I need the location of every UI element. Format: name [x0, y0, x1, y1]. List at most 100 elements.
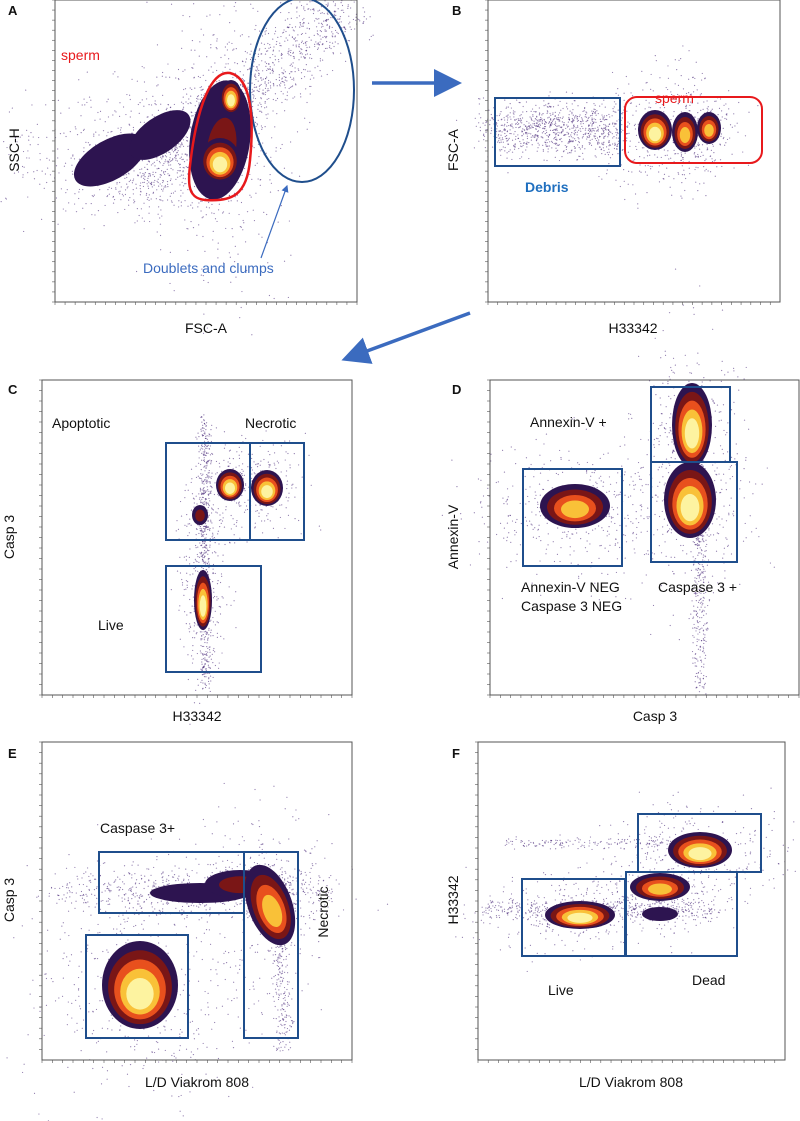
event-dot	[480, 117, 482, 119]
event-dot	[81, 104, 83, 106]
event-dot	[593, 121, 595, 123]
event-dot	[274, 55, 276, 57]
event-dot	[119, 181, 121, 184]
event-dot	[203, 546, 205, 548]
event-dot	[685, 104, 687, 107]
event-dot	[328, 47, 331, 49]
event-dot	[219, 613, 222, 615]
event-dot	[156, 231, 158, 233]
event-dot	[258, 49, 260, 51]
event-dot	[606, 118, 608, 121]
event-dot	[199, 98, 201, 100]
event-dot	[591, 120, 594, 122]
event-dot	[576, 118, 578, 120]
event-dot	[248, 36, 250, 38]
event-dot	[737, 131, 739, 133]
event-dot	[214, 651, 216, 653]
event-dot	[179, 500, 182, 503]
event-dot	[211, 552, 214, 554]
event-dot	[272, 98, 274, 101]
event-dot	[577, 119, 580, 122]
event-dot	[323, 12, 325, 15]
event-dot	[132, 180, 134, 182]
event-dot	[208, 469, 210, 472]
event-dot	[170, 164, 172, 166]
event-dot	[508, 137, 510, 139]
event-dot	[269, 72, 271, 74]
event-dot	[216, 512, 218, 514]
event-dot	[204, 423, 206, 425]
event-dot	[639, 164, 641, 166]
event-dot	[645, 82, 647, 84]
event-dot	[646, 150, 648, 152]
event-dot	[585, 111, 587, 113]
event-dot	[332, 52, 334, 54]
event-dot	[211, 475, 213, 478]
event-dot	[28, 157, 30, 159]
event-dot	[526, 129, 528, 131]
event-dot	[287, 500, 289, 502]
event-dot	[179, 184, 181, 186]
event-dot	[209, 655, 211, 657]
event-dot	[220, 519, 222, 521]
event-dot	[509, 124, 512, 126]
event-dot	[214, 482, 216, 484]
event-dot	[604, 135, 607, 137]
event-dot	[237, 181, 239, 184]
event-dot	[703, 610, 705, 612]
event-dot	[298, 43, 300, 46]
event-dot	[648, 106, 650, 108]
event-dot	[185, 623, 187, 625]
event-dot	[301, 48, 303, 51]
event-dot	[280, 445, 283, 447]
event-dot	[212, 676, 214, 679]
event-dot	[253, 65, 255, 67]
event-dot	[166, 160, 168, 162]
event-dot	[317, 48, 319, 50]
event-dot	[191, 39, 194, 42]
event-dot	[59, 133, 62, 135]
event-dot	[258, 85, 260, 87]
event-dot	[591, 114, 593, 117]
event-dot	[301, 25, 303, 27]
event-dot	[179, 157, 181, 159]
event-dot	[358, 18, 360, 21]
event-dot	[344, 31, 346, 33]
event-dot	[667, 65, 669, 67]
event-dot	[140, 176, 142, 178]
event-dot	[196, 234, 198, 236]
event-dot	[548, 116, 550, 118]
event-dot	[293, 79, 295, 81]
event-dot	[324, 30, 326, 32]
event-dot	[190, 509, 193, 511]
event-dot	[573, 145, 575, 148]
event-dot	[139, 172, 141, 174]
event-dot	[206, 549, 209, 551]
event-dot	[680, 159, 682, 162]
event-dot	[284, 440, 286, 442]
event-dot	[178, 200, 180, 202]
event-dot	[531, 144, 533, 146]
event-dot	[568, 136, 570, 138]
event-dot	[541, 120, 544, 122]
event-dot	[241, 451, 243, 453]
event-dot	[610, 131, 612, 133]
event-dot	[261, 92, 264, 94]
event-dot	[519, 126, 521, 129]
event-dot	[641, 70, 643, 72]
event-dot	[576, 115, 579, 118]
event-dot	[601, 152, 603, 155]
event-dot	[264, 82, 266, 84]
event-dot	[265, 114, 267, 116]
event-dot	[673, 149, 675, 151]
event-dot	[699, 183, 701, 185]
event-dot	[651, 165, 653, 168]
event-dot	[208, 678, 210, 680]
event-dot	[268, 68, 270, 70]
event-dot	[722, 137, 724, 140]
event-dot	[284, 110, 286, 112]
event-dot	[499, 113, 501, 115]
event-dot	[236, 63, 239, 65]
event-dot	[637, 203, 639, 205]
event-dot	[697, 554, 699, 556]
